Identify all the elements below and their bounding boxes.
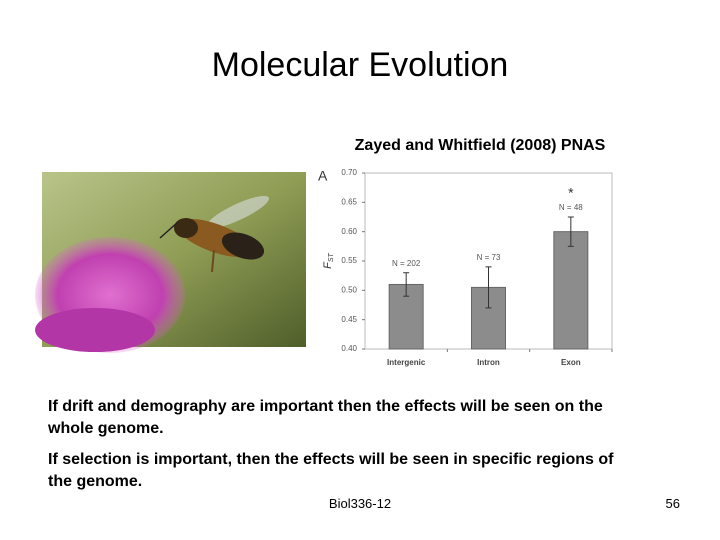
citation: Zayed and Whitfield (2008) PNAS (354, 137, 606, 154)
error-bar (567, 216, 574, 247)
y-axis-label: FST (322, 252, 335, 268)
footer: Biol336-12 (328, 496, 392, 511)
significance-mark: * (568, 185, 574, 201)
error-bar (403, 272, 410, 297)
x-tick-label: Intron (477, 358, 500, 367)
y-tick-label: 0.65 (341, 197, 357, 206)
y-tick-label: 0.60 (341, 227, 357, 236)
annotation: N = 73 (477, 253, 501, 262)
y-axis-label-main: F (322, 261, 334, 269)
y-tick-label: 0.45 (341, 315, 357, 324)
y-tick-label: 0.70 (341, 168, 357, 177)
y-axis-label-subscript: ST (328, 252, 335, 262)
bullet: If selection is important, then the effe… (48, 451, 614, 490)
y-tick-label: 0.55 (341, 256, 357, 265)
panel-label: A (318, 168, 328, 184)
bullet: If drift and demography are important th… (48, 398, 603, 437)
x-tick-label: Exon (561, 358, 581, 367)
bee-photo (35, 172, 306, 353)
y-tick-label: 0.40 (341, 344, 357, 353)
slide-title: Molecular Evolution (211, 46, 509, 84)
bar (553, 231, 589, 350)
x-tick-label: Intergenic (387, 358, 426, 367)
error-bar (485, 266, 492, 309)
annotation: N = 48 (559, 203, 583, 212)
page-number: 56 (665, 496, 680, 511)
y-tick-label: 0.50 (341, 285, 357, 294)
annotation: N = 202 (392, 259, 421, 268)
